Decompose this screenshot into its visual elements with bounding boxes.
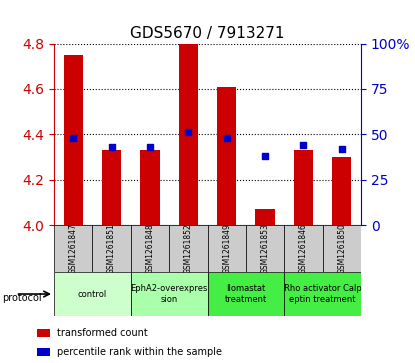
Text: Ilomastat
treatment: Ilomastat treatment xyxy=(225,284,267,304)
Bar xyxy=(217,87,236,225)
Bar xyxy=(169,225,208,272)
Point xyxy=(108,144,115,150)
Text: GSM1261849: GSM1261849 xyxy=(222,223,231,274)
Bar xyxy=(131,225,169,272)
Text: Rho activator Calp
eptin treatment: Rho activator Calp eptin treatment xyxy=(284,284,361,304)
Point xyxy=(339,146,345,152)
Bar xyxy=(256,209,275,225)
Bar xyxy=(332,157,352,225)
Point xyxy=(185,130,192,135)
Text: protocol: protocol xyxy=(2,293,42,303)
Bar xyxy=(102,150,121,225)
Bar xyxy=(140,150,159,225)
Bar xyxy=(179,44,198,225)
Bar xyxy=(93,225,131,272)
Text: EphA2-overexpres
sion: EphA2-overexpres sion xyxy=(130,284,208,304)
Text: GSM1261846: GSM1261846 xyxy=(299,223,308,274)
Text: percentile rank within the sample: percentile rank within the sample xyxy=(57,347,222,357)
Text: GSM1261848: GSM1261848 xyxy=(145,223,154,274)
Bar xyxy=(284,272,361,316)
Point xyxy=(300,142,307,148)
Bar xyxy=(246,225,284,272)
Point xyxy=(70,135,76,141)
Bar xyxy=(54,225,92,272)
Title: GDS5670 / 7913271: GDS5670 / 7913271 xyxy=(130,26,285,41)
Bar xyxy=(37,329,50,337)
Text: GSM1261851: GSM1261851 xyxy=(107,223,116,274)
Bar xyxy=(323,225,361,272)
Text: GSM1261850: GSM1261850 xyxy=(337,223,347,274)
Bar xyxy=(208,225,246,272)
Text: transformed count: transformed count xyxy=(57,328,148,338)
Text: GSM1261852: GSM1261852 xyxy=(184,223,193,274)
Bar xyxy=(208,272,284,316)
Text: control: control xyxy=(78,290,107,298)
Bar xyxy=(131,272,208,316)
Point xyxy=(146,144,153,150)
Bar xyxy=(294,150,313,225)
Bar xyxy=(63,55,83,225)
Bar xyxy=(54,272,131,316)
Bar xyxy=(37,348,50,356)
Point xyxy=(223,135,230,141)
Text: GSM1261853: GSM1261853 xyxy=(261,223,270,274)
Point xyxy=(262,153,269,159)
Text: GSM1261847: GSM1261847 xyxy=(68,223,78,274)
Bar xyxy=(284,225,323,272)
